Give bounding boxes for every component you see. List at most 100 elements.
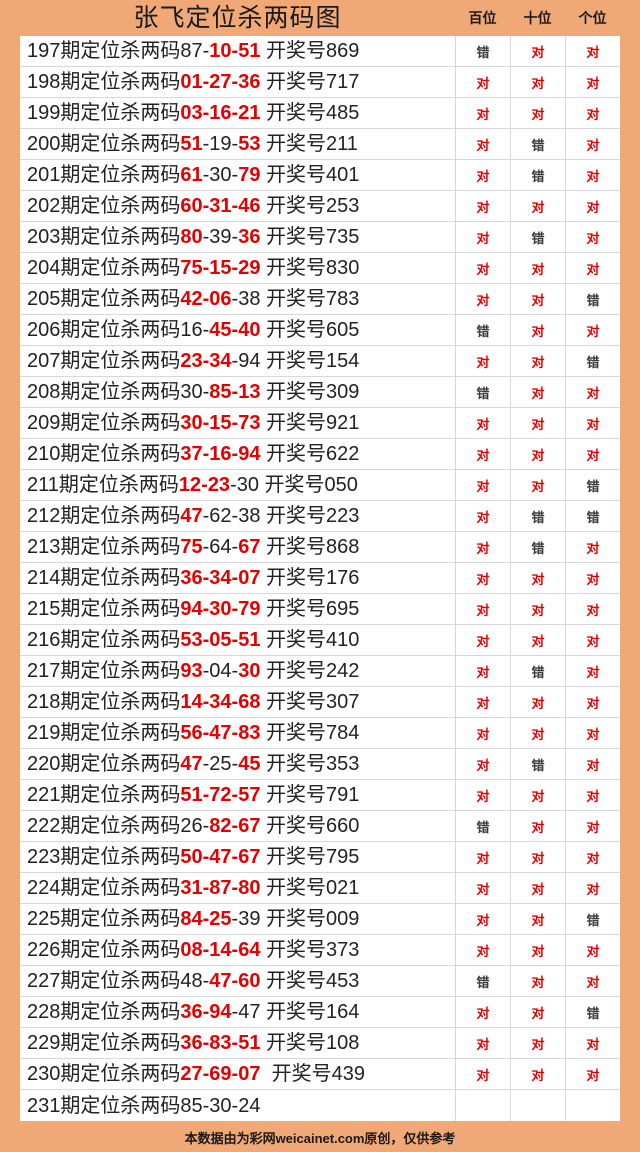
group-separator: - (201, 474, 208, 496)
group-separator: - (231, 1032, 239, 1054)
group-separator: - (231, 722, 239, 744)
draw-label: 开奖号 (266, 288, 327, 310)
period-number: 199 (27, 102, 61, 124)
draw-label: 开奖号 (266, 133, 327, 155)
draw-label: 开奖号 (264, 474, 325, 496)
result-ones: 对 (565, 873, 620, 903)
kill-code-group: 27 (180, 1063, 203, 1085)
result-hundreds: 对 (455, 563, 510, 593)
kill-code-group: 38 (238, 288, 261, 310)
period-label: 期定位杀两码 (60, 257, 181, 279)
period-number: 210 (27, 443, 61, 465)
draw-number: 108 (326, 1032, 360, 1054)
group-separator: - (231, 939, 239, 961)
result-ones: 对 (565, 532, 620, 562)
table-row: 204 期定位杀两码 75-15-29 开奖号 830 对对对 (20, 253, 620, 284)
group-separator: - (202, 1063, 210, 1085)
period-number: 209 (27, 412, 61, 434)
period-number: 207 (27, 350, 61, 372)
group-separator: - (231, 102, 239, 124)
kill-code-group: 31 (180, 877, 203, 899)
result-tens: 对 (510, 98, 565, 128)
kill-code-group: 79 (238, 164, 261, 186)
row-prediction-text: 202 期定位杀两码 60-31-46 开奖号 253 (20, 191, 455, 221)
kill-code-group: 13 (238, 381, 261, 403)
group-separator: - (202, 536, 210, 558)
row-prediction-text: 215 期定位杀两码 94-30-79 开奖号 695 (20, 594, 455, 624)
kill-code-group: 14 (180, 691, 203, 713)
kill-code-group: 83 (238, 722, 261, 744)
kill-code-group: 67 (238, 536, 261, 558)
group-separator: - (202, 102, 210, 124)
group-separator: - (202, 71, 210, 93)
kill-code-group: 39 (209, 226, 232, 248)
result-tens: 对 (510, 966, 565, 996)
group-separator: - (231, 350, 239, 372)
kill-code-group: 47 (180, 505, 203, 527)
period-number: 202 (27, 195, 61, 217)
period-label: 期定位杀两码 (60, 319, 181, 341)
row-prediction-text: 201 期定位杀两码 61-30-79 开奖号 401 (20, 160, 455, 190)
result-hundreds: 对 (455, 532, 510, 562)
result-ones: 对 (565, 687, 620, 717)
result-tens: 对 (510, 997, 565, 1027)
result-tens: 对 (510, 625, 565, 655)
period-number: 225 (27, 908, 61, 930)
row-prediction-text: 210 期定位杀两码 37-16-94 开奖号 622 (20, 439, 455, 469)
kill-code-group: 08 (180, 939, 203, 961)
group-separator: - (231, 1094, 239, 1117)
kill-code-group: 94 (238, 443, 261, 465)
table-row: 206 期定位杀两码 16-45-40 开奖号 605 错对对 (20, 315, 620, 346)
period-label: 期定位杀两码 (60, 1001, 181, 1023)
row-prediction-text: 212 期定位杀两码 47-62-38 开奖号 223 (20, 501, 455, 531)
result-tens: 错 (510, 749, 565, 779)
result-tens: 对 (510, 563, 565, 593)
result-hundreds: 对 (455, 687, 510, 717)
draw-number: 410 (326, 629, 360, 651)
period-label: 期定位杀两码 (60, 536, 181, 558)
result-tens: 对 (510, 284, 565, 314)
kill-code-group: 39 (238, 908, 261, 930)
result-tens: 对 (510, 315, 565, 345)
kill-code-group: 25 (209, 753, 232, 775)
group-separator: - (231, 877, 239, 899)
kill-code-group: 23 (207, 474, 231, 496)
period-label: 期定位杀两码 (60, 908, 181, 930)
period-number: 208 (27, 381, 61, 403)
group-separator: - (202, 443, 210, 465)
result-ones: 对 (565, 842, 620, 872)
group-separator: - (231, 195, 239, 217)
draw-number: 009 (326, 908, 360, 930)
group-separator: - (231, 133, 239, 155)
group-separator: - (202, 350, 210, 372)
kill-code-group: 30 (209, 598, 232, 620)
draw-number: 869 (326, 40, 360, 62)
group-separator: - (231, 1063, 239, 1085)
draw-number: 783 (326, 288, 360, 310)
table-row: 228 期定位杀两码 36-94-47 开奖号 164 对对错 (20, 997, 620, 1028)
kill-code-group: 15 (209, 257, 232, 279)
result-tens: 对 (510, 470, 565, 500)
kill-code-group: 60 (238, 970, 261, 992)
group-separator: - (202, 939, 210, 961)
kill-code-group: 47 (209, 970, 232, 992)
period-label: 期定位杀两码 (60, 102, 181, 124)
group-separator: - (202, 1032, 210, 1054)
table-row: 227 期定位杀两码 48-47-60 开奖号 453 错对对 (20, 966, 620, 997)
period-number: 203 (27, 226, 61, 248)
row-prediction-text: 224 期定位杀两码 31-87-80 开奖号 021 (20, 873, 455, 903)
table-row: 208 期定位杀两码 30-85-13 开奖号 309 错对对 (20, 377, 620, 408)
result-hundreds: 对 (455, 284, 510, 314)
result-hundreds: 对 (455, 718, 510, 748)
row-prediction-text: 230 期定位杀两码 27-69-07 开奖号 439 (20, 1059, 455, 1089)
draw-number: 154 (326, 350, 360, 372)
draw-number: 791 (326, 784, 360, 806)
draw-number: 717 (326, 71, 360, 93)
draw-label: 开奖号 (266, 443, 327, 465)
group-separator: - (231, 567, 239, 589)
table-row: 222 期定位杀两码 26-82-67 开奖号 660 错对对 (20, 811, 620, 842)
draw-label: 开奖号 (266, 567, 327, 589)
result-hundreds: 对 (455, 780, 510, 810)
period-label: 期定位杀两码 (60, 1094, 181, 1117)
